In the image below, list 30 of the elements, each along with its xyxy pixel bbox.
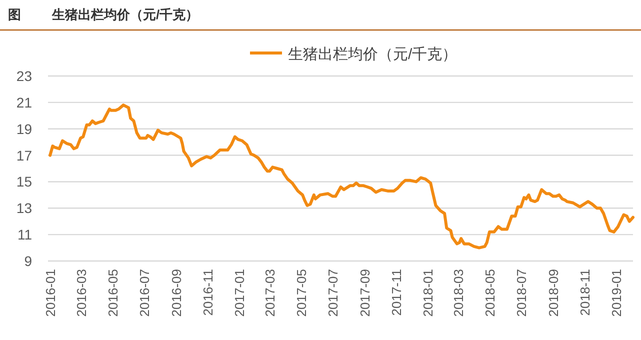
x-tick-label: 2017-01 xyxy=(232,269,248,317)
x-tick-label: 2017-03 xyxy=(262,269,278,317)
y-tick-label: 17 xyxy=(16,147,32,164)
y-tick-label: 9 xyxy=(24,253,32,269)
y-tick-label: 11 xyxy=(17,226,32,243)
x-tick-label: 2017-05 xyxy=(294,269,309,317)
x-tick-label: 2017-11 xyxy=(389,269,404,316)
x-tick-label: 2016-01 xyxy=(43,269,58,317)
x-tick-label: 2017-07 xyxy=(325,269,340,317)
title: 图 xyxy=(8,7,21,22)
x-tick-label: 2018-07 xyxy=(514,269,529,317)
y-tick-label: 13 xyxy=(16,200,32,216)
x-tick-label: 2018-09 xyxy=(546,269,561,317)
legend: 生猪出栏均价（元/千克） xyxy=(288,46,458,63)
x-tick-label: 2019-01 xyxy=(608,269,624,317)
y-tick-label: 19 xyxy=(16,120,32,137)
y-tick-label: 15 xyxy=(16,174,32,190)
x-tick-label: 2016-11 xyxy=(200,269,216,316)
x-tick-label: 2018-11 xyxy=(577,269,592,316)
x-tick-label: 2016-07 xyxy=(137,269,152,317)
x-tick-label: 2016-09 xyxy=(169,269,184,317)
x-tick-label: 2016-05 xyxy=(106,269,121,317)
x-tick-label: 2016-03 xyxy=(74,269,90,317)
subtitle: 生猪出栏均价（元/千克） xyxy=(52,7,199,22)
x-tick-label: 2018-01 xyxy=(420,269,436,317)
x-tick-label: 2018-03 xyxy=(450,269,466,317)
y-tick-label: 21 xyxy=(16,94,32,110)
y-tick-label: 23 xyxy=(16,68,32,84)
x-tick-label: 2017-09 xyxy=(358,269,373,317)
x-tick-label: 2018-05 xyxy=(482,269,498,317)
